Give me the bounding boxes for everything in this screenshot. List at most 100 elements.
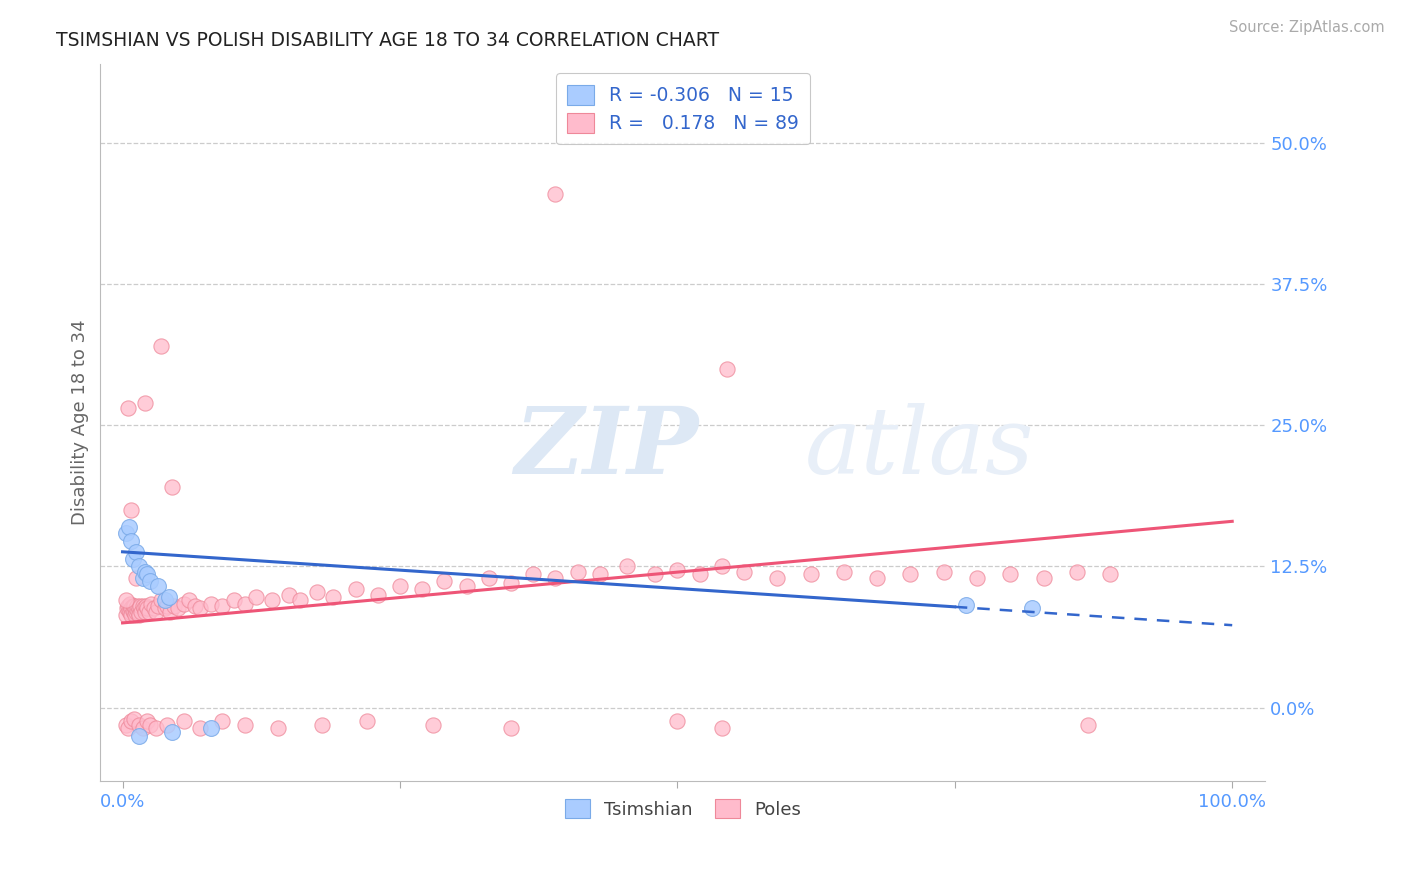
Point [127, 605, 149, 619]
Point [589, 567, 612, 582]
Point [211, 599, 233, 613]
Point [322, 590, 344, 604]
Point [388, 579, 411, 593]
Point [799, 567, 821, 582]
Point [1032, 571, 1054, 585]
Point [716, 362, 738, 376]
Point [115, 593, 138, 607]
Point [120, 714, 142, 728]
Point [159, 605, 181, 619]
Point [616, 559, 638, 574]
Point [136, 567, 159, 582]
Point [233, 597, 256, 611]
Point [120, 597, 142, 611]
Point [132, 601, 155, 615]
Point [145, 721, 167, 735]
Point [162, 599, 184, 613]
Point [131, 599, 153, 613]
Point [832, 565, 855, 579]
Point [134, 605, 156, 619]
Point [433, 574, 456, 589]
Point [173, 597, 195, 611]
Point [139, 574, 162, 589]
Point [689, 567, 711, 582]
Point [932, 565, 955, 579]
Point [157, 590, 180, 604]
Point [120, 607, 142, 622]
Point [150, 339, 173, 353]
Point [124, 607, 146, 622]
Point [135, 599, 157, 613]
Point [131, 571, 153, 585]
Point [125, 571, 148, 585]
Text: atlas: atlas [806, 402, 1035, 492]
Point [900, 567, 922, 582]
Point [188, 601, 211, 615]
Point [1021, 601, 1043, 615]
Point [115, 717, 138, 731]
Legend: Tsimshian, Poles: Tsimshian, Poles [557, 791, 808, 826]
Point [1099, 567, 1122, 582]
Text: ZIP: ZIP [515, 402, 699, 492]
Point [145, 605, 167, 619]
Point [120, 533, 142, 548]
Point [156, 717, 179, 731]
Point [262, 593, 284, 607]
Point [311, 717, 333, 731]
Point [115, 601, 138, 615]
Point [544, 571, 567, 585]
Point [117, 401, 139, 416]
Point [128, 717, 150, 731]
Point [134, 396, 156, 410]
Point [146, 579, 169, 593]
Point [456, 579, 478, 593]
Point [173, 714, 195, 728]
Point [134, 565, 156, 579]
Point [411, 582, 433, 596]
Point [122, 605, 145, 619]
Point [567, 565, 589, 579]
Point [128, 601, 150, 615]
Point [115, 525, 138, 540]
Point [125, 545, 148, 559]
Point [131, 721, 153, 735]
Point [499, 721, 522, 735]
Point [766, 571, 789, 585]
Point [121, 599, 143, 613]
Point [866, 571, 889, 585]
Point [222, 593, 245, 607]
Point [136, 714, 159, 728]
Text: Source: ZipAtlas.com: Source: ZipAtlas.com [1229, 20, 1385, 35]
Point [121, 603, 143, 617]
Point [118, 520, 141, 534]
Point [666, 714, 689, 728]
Point [138, 605, 160, 619]
Point [125, 605, 148, 619]
Point [966, 571, 988, 585]
Point [117, 599, 139, 613]
Point [499, 576, 522, 591]
Point [125, 601, 148, 615]
Point [120, 503, 142, 517]
Point [278, 588, 301, 602]
Point [267, 721, 290, 735]
Point [211, 714, 233, 728]
Point [141, 597, 163, 611]
Point [121, 551, 143, 566]
Point [288, 593, 311, 607]
Point [128, 729, 150, 743]
Point [344, 582, 367, 596]
Y-axis label: Disability Age 18 to 34: Disability Age 18 to 34 [72, 319, 89, 525]
Point [118, 603, 141, 617]
Point [150, 593, 173, 607]
Point [1000, 567, 1022, 582]
Point [522, 567, 544, 582]
Point [356, 714, 378, 728]
Point [153, 601, 176, 615]
Point [136, 601, 159, 615]
Point [120, 601, 142, 615]
Point [120, 605, 142, 619]
Point [122, 712, 145, 726]
Point [117, 721, 139, 735]
Text: TSIMSHIAN VS POLISH DISABILITY AGE 18 TO 34 CORRELATION CHART: TSIMSHIAN VS POLISH DISABILITY AGE 18 TO… [56, 31, 720, 50]
